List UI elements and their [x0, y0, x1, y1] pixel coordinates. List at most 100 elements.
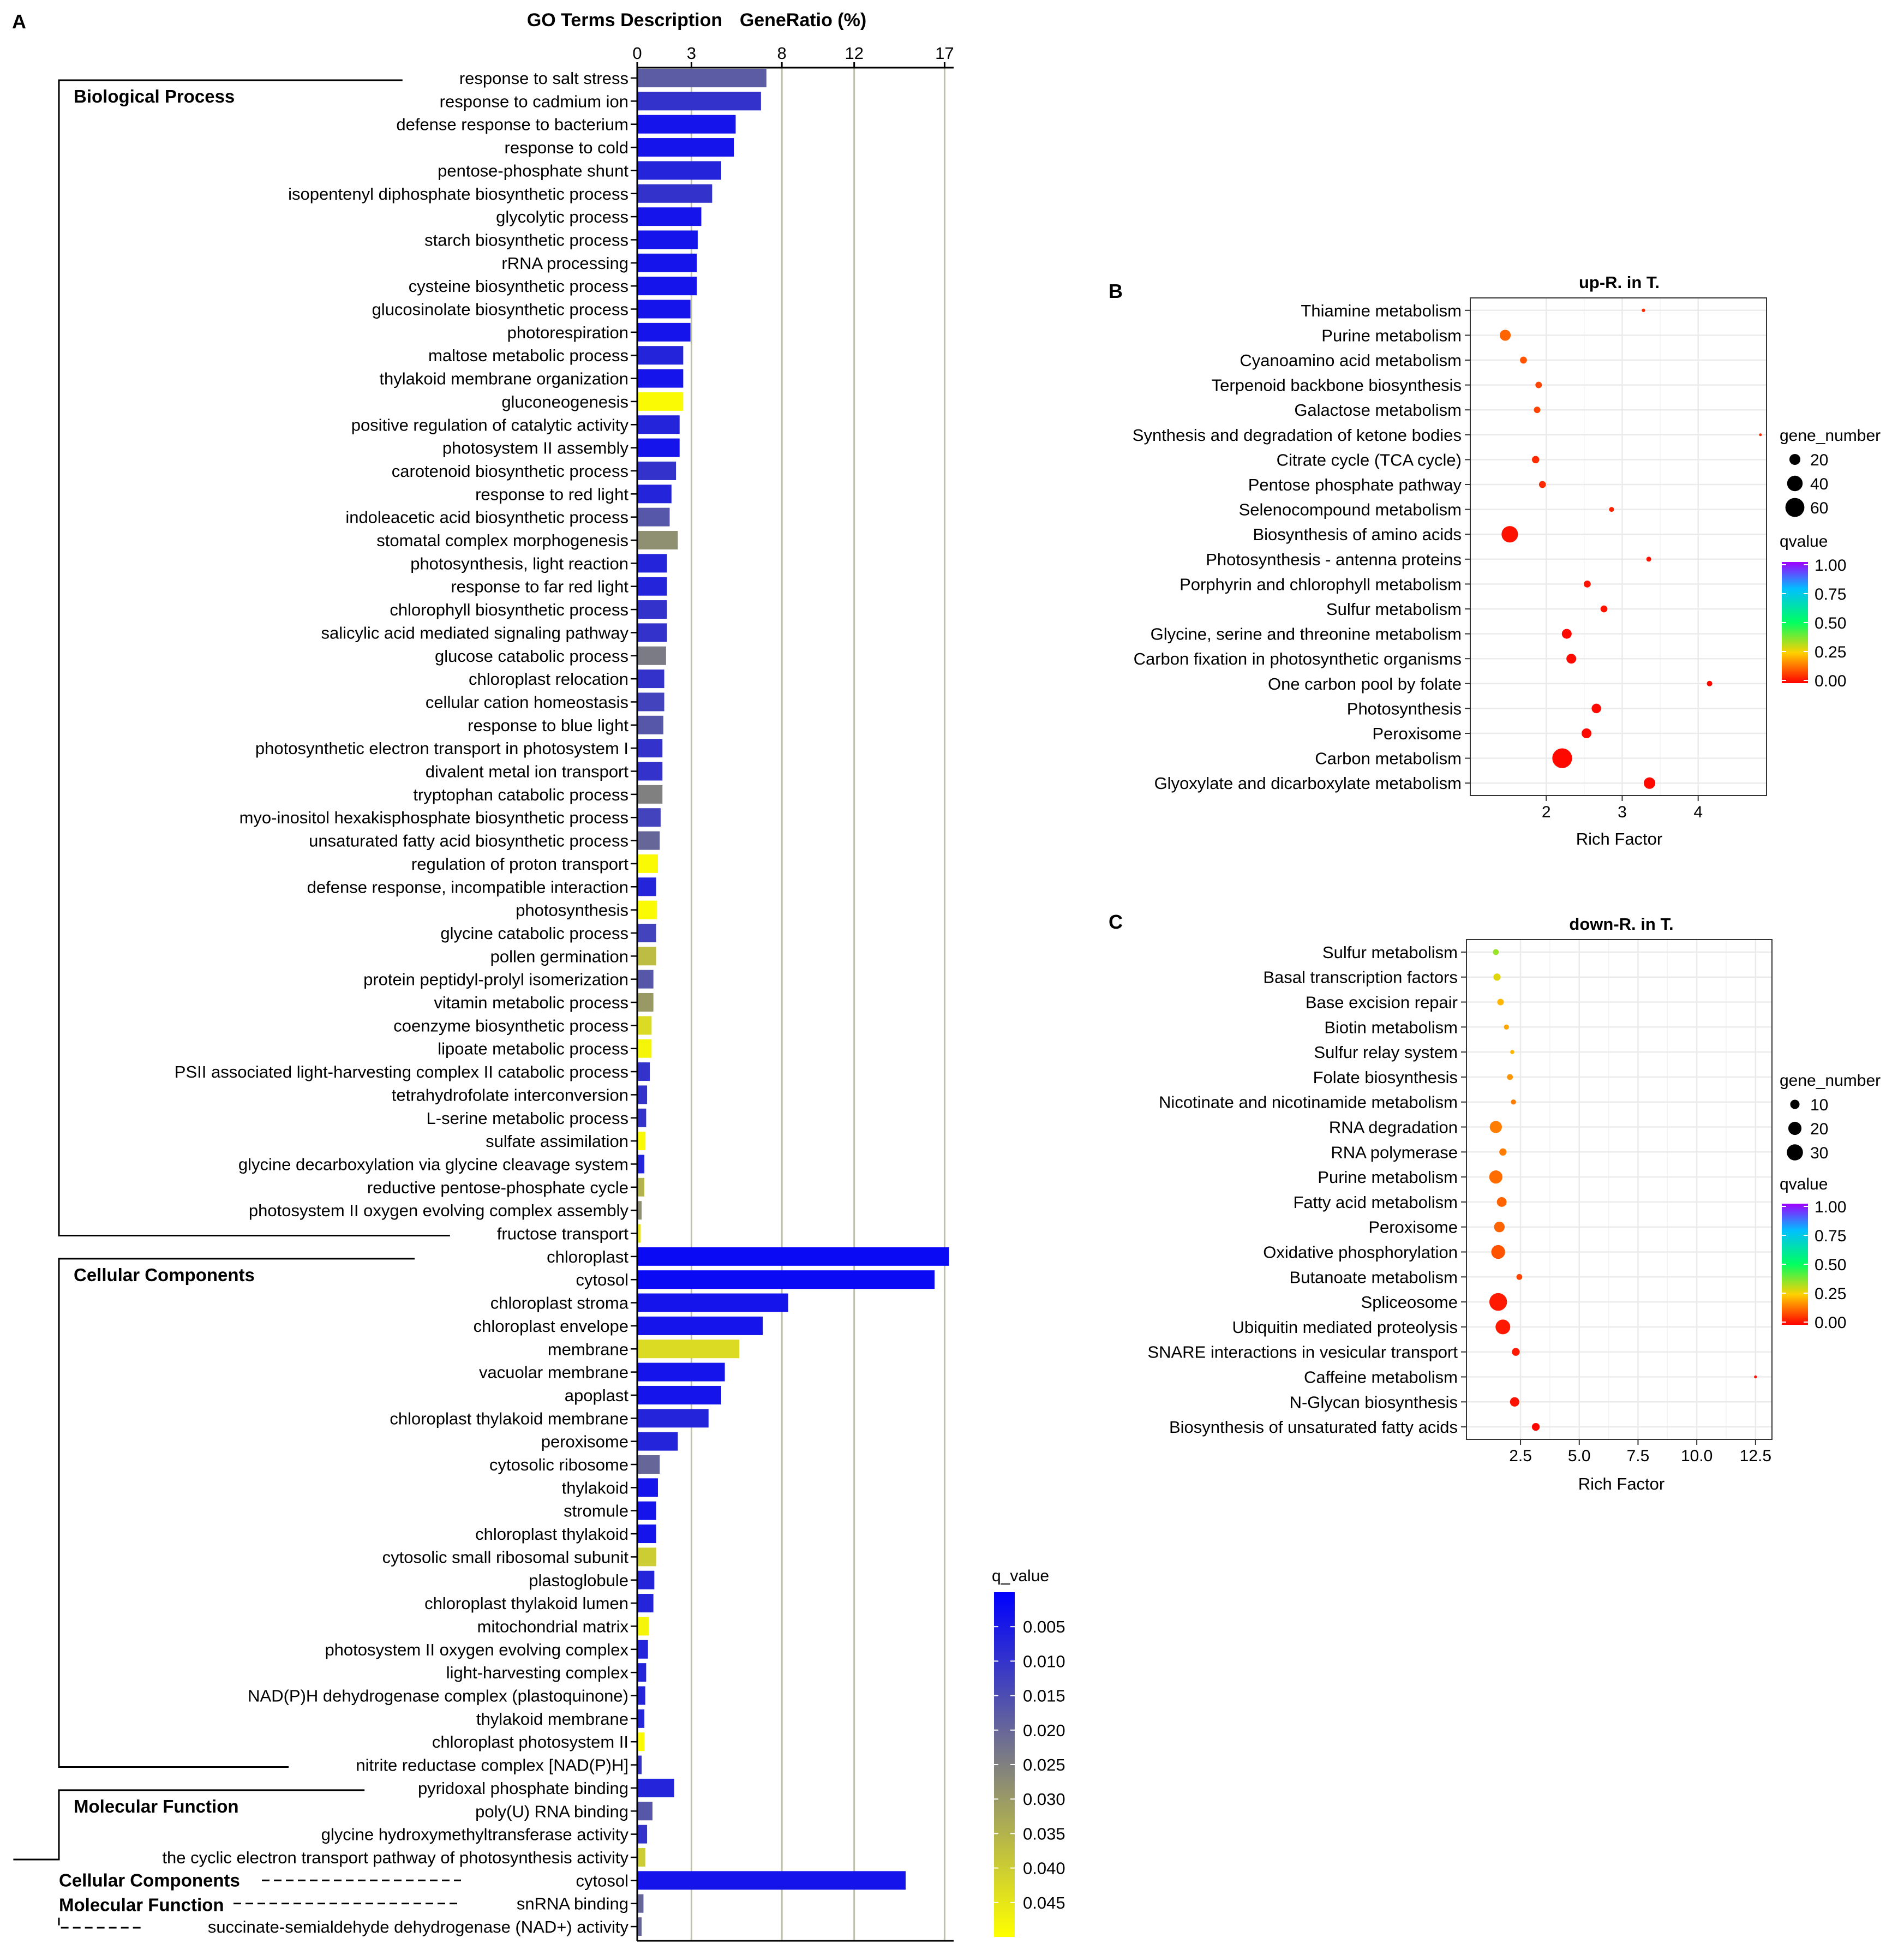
data-point — [1491, 1245, 1505, 1259]
term-label: PSII associated light-harvesting complex… — [175, 1062, 628, 1081]
plot-title: down-R. in T. — [1569, 914, 1673, 934]
term-label: thylakoid membrane — [476, 1709, 628, 1729]
term-label: rRNA processing — [501, 254, 628, 273]
panel-letter-a: A — [12, 10, 26, 33]
bar — [638, 300, 691, 319]
size-legend-dot — [1790, 1099, 1800, 1109]
pathway-label: Ubiquitin mediated proteolysis — [1232, 1318, 1458, 1337]
term-label: chloroplast thylakoid membrane — [390, 1409, 628, 1428]
legend-tick-label: 0.040 — [1023, 1859, 1065, 1878]
bar — [638, 623, 667, 642]
term-label: apoplast — [565, 1386, 629, 1405]
x-tick-label: 2 — [1542, 803, 1551, 821]
bar — [638, 115, 736, 134]
data-point — [1600, 605, 1608, 613]
bar — [638, 993, 654, 1012]
x-tick-label: 10.0 — [1681, 1447, 1713, 1465]
term-label: myo-inositol hexakisphosphate biosynthet… — [240, 808, 628, 827]
bar — [638, 947, 656, 966]
scatter-legend: gene_number 20 40 60 qvalue 1.00 0.75 0.50 0.… — [1780, 427, 1881, 690]
pathway-label: Peroxisome — [1372, 724, 1462, 743]
x-tick-label: 2.5 — [1509, 1447, 1532, 1465]
term-label: vitamin metabolic process — [434, 993, 628, 1012]
term-label: thylakoid — [562, 1478, 628, 1497]
bar — [638, 1316, 763, 1335]
data-point — [1489, 1293, 1507, 1311]
term-label: regulation of proton transport — [411, 854, 628, 874]
bar — [638, 1663, 646, 1682]
pathway-label: Folate biosynthesis — [1313, 1068, 1458, 1087]
bar — [638, 507, 670, 527]
pathway-label: Purine metabolism — [1321, 326, 1462, 345]
x-axis-label: Rich Factor — [1578, 1474, 1664, 1493]
bar — [638, 1570, 655, 1589]
data-point — [1520, 356, 1527, 364]
x-tick-label: 5.0 — [1568, 1447, 1591, 1465]
pathway-label: Glyoxylate and dicarboxylate metabolism — [1154, 774, 1462, 793]
term-label: L-serine metabolic process — [427, 1109, 628, 1128]
term-label: divalent metal ion transport — [426, 762, 629, 781]
category-label: Biological Process — [74, 86, 235, 106]
bar — [638, 1108, 646, 1127]
size-legend-label: 30 — [1810, 1144, 1828, 1162]
category-label: Cellular Components — [74, 1265, 255, 1285]
bar — [638, 392, 684, 411]
q-value-legend: q_value 0.005 0.010 0.015 0.020 0.025 0.030 0.… — [992, 1567, 1065, 1937]
size-legend-dot — [1788, 1121, 1802, 1135]
category-label: Molecular Function — [59, 1895, 224, 1915]
grid-lines — [690, 68, 945, 1941]
up-regulated-scatter: B up-R. in T. Thiamine metabolism Purine … — [1109, 273, 1881, 848]
bar — [638, 438, 680, 457]
bar — [638, 1016, 652, 1035]
bar — [638, 808, 661, 827]
term-label: NAD(P)H dehydrogenase complex (plastoqui… — [248, 1687, 628, 1706]
category-bracket — [58, 1917, 143, 1929]
bar — [638, 1224, 641, 1243]
term-label: poly(U) RNA binding — [475, 1802, 628, 1821]
data-point — [1497, 999, 1504, 1006]
pathway-label: N-Glycan biosynthesis — [1290, 1392, 1458, 1412]
bar — [638, 531, 678, 549]
bar — [638, 69, 767, 87]
term-label: succinate-semialdehyde dehydrogenase (NA… — [208, 1917, 629, 1936]
term-label: photosystem II oxygen evolving complex a… — [249, 1201, 629, 1220]
color-legend-label: 0.75 — [1815, 585, 1846, 603]
bar — [638, 739, 663, 758]
pathway-label: Base excision repair — [1306, 993, 1458, 1012]
x-tick-label: 4 — [1693, 803, 1703, 821]
term-label: response to red light — [475, 485, 628, 504]
data-point — [1507, 1074, 1513, 1080]
term-label: chloroplast stroma — [490, 1294, 629, 1313]
term-label: response to far red light — [451, 577, 628, 596]
size-legend-dot — [1787, 475, 1803, 492]
bar — [638, 762, 663, 781]
term-labels: response to salt stress response to cadmi… — [162, 69, 637, 1936]
pathway-label: Caffeine metabolism — [1304, 1368, 1458, 1387]
bar — [638, 1478, 658, 1497]
size-legend-label: 20 — [1810, 1120, 1828, 1138]
pathway-label: Carbon metabolism — [1315, 749, 1462, 768]
bar — [638, 1640, 648, 1659]
color-legend-label: 1.00 — [1815, 557, 1846, 575]
data-point — [1582, 728, 1592, 738]
pathway-label: RNA degradation — [1329, 1118, 1458, 1137]
bar — [638, 1362, 725, 1382]
color-legend-label: 0.50 — [1815, 1256, 1846, 1274]
bar — [638, 184, 712, 203]
term-label: defense response, incompatible interacti… — [307, 877, 628, 896]
size-legend-title: gene_number — [1780, 427, 1881, 445]
bar — [638, 1385, 721, 1404]
color-legend-label: 0.25 — [1815, 643, 1846, 661]
bar — [638, 1085, 648, 1104]
bar — [638, 1709, 645, 1728]
data-point — [1510, 1397, 1519, 1407]
bar — [638, 646, 666, 665]
bar — [638, 554, 667, 573]
bar — [638, 1825, 648, 1844]
term-label: response to blue light — [468, 716, 628, 735]
term-label: glycine catabolic process — [440, 924, 628, 943]
legend-title: q_value — [992, 1567, 1049, 1585]
term-label: coenzyme biosynthetic process — [393, 1016, 628, 1035]
bar — [638, 277, 697, 296]
